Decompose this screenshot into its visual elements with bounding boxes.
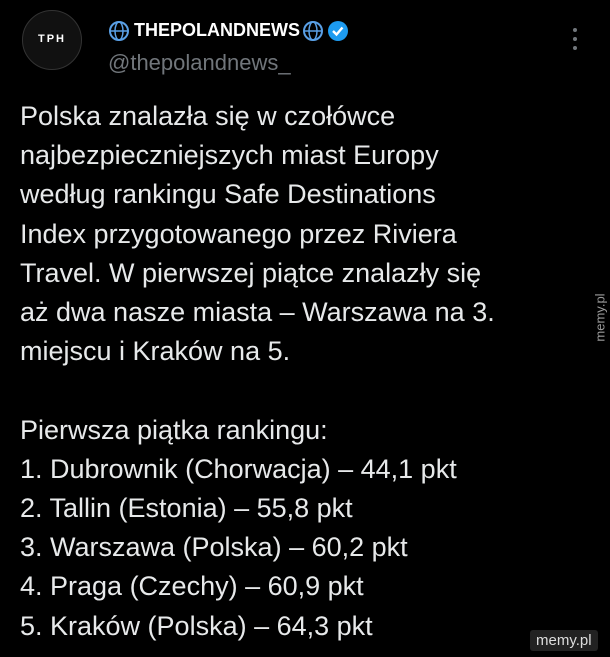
- watermark: memy.pl: [530, 630, 598, 651]
- more-menu[interactable]: [568, 26, 582, 52]
- ranking-item: 1. Dubrownik (Chorwacja) – 44,1 pkt: [20, 453, 457, 484]
- globe-icon: [109, 21, 129, 41]
- tweet-text-line: miejscu i Kraków na 5.: [20, 336, 291, 367]
- ranking-item: 5. Kraków (Polska) – 64,3 pkt: [20, 610, 373, 641]
- tweet-text-line: Polska znalazła się w czołówce: [20, 101, 396, 131]
- tweet-text-line: aż dwa nasze miasta – Warszawa na 3.: [20, 297, 495, 327]
- avatar-text: TPH: [38, 33, 66, 45]
- ranking-item: 4. Praga (Czechy) – 60,9 pkt: [20, 571, 364, 602]
- tweet-text-line: Travel. W pierwszej piątce znalazły się: [20, 257, 482, 288]
- ranking-item: 3. Warszawa (Polska) – 60,2 pkt: [20, 532, 408, 563]
- tweet-text-line: najbezpieczniejszych miast Europy: [20, 140, 439, 171]
- ranking-item: 2. Tallin (Estonia) – 55,8 pkt: [20, 493, 353, 523]
- badges: [303, 21, 348, 41]
- avatar[interactable]: [22, 10, 82, 70]
- watermark: memy.pl: [592, 293, 608, 342]
- handle[interactable]: @thepolandnews_: [108, 50, 291, 75]
- ranking-heading: Pierwsza piątka rankingu:: [20, 414, 328, 445]
- tweet-text-line: Index przygotowanego przez Riviera: [20, 218, 457, 249]
- tweet-text-line: według rankingu Safe Destinations: [20, 179, 436, 210]
- display-name[interactable]: THEPOLANDNEWS: [134, 20, 300, 40]
